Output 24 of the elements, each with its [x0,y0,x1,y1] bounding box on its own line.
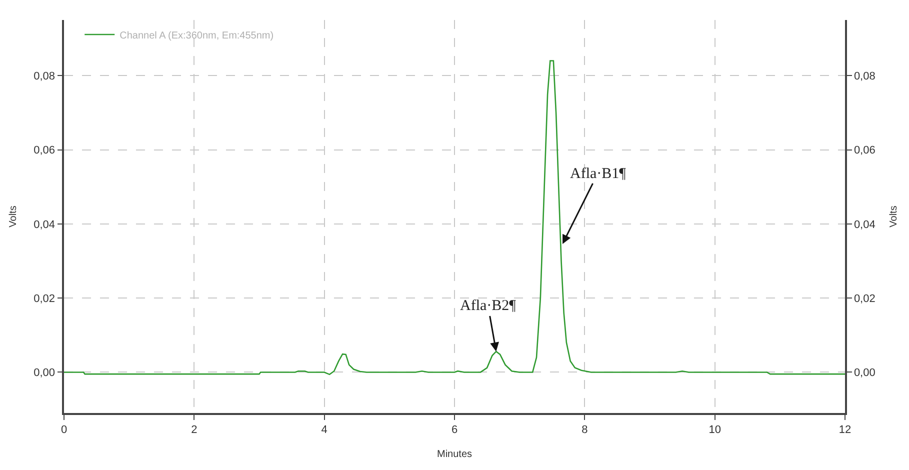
y-tick-label: 0,04 [34,218,56,231]
y-axis-title: Volts [8,206,20,228]
x-tick-label: 4 [321,424,328,436]
x-tick-label: 12 [838,424,852,436]
y2-tick-label: 0,06 [854,144,876,157]
line-series [64,60,845,376]
y-tick-label: 0,02 [34,292,56,305]
x-tick-label: 2 [191,424,198,436]
y2-tick-label: 0,08 [854,70,876,82]
y2-tick-label: 0,00 [854,367,876,380]
annotation: Afla·B1¶ [570,166,626,182]
x-tick-label: 10 [708,424,721,436]
x-axis-title: Minutes [436,448,472,460]
y-tick-label: 0,00 [34,367,56,380]
y2-tick-label: 0,02 [854,292,876,305]
y-tick-label: 0,06 [34,144,56,157]
x-tick-label: 8 [582,424,588,436]
y2-tick-label: 0,04 [854,218,876,231]
y2-axis-title: Volts [888,206,900,228]
annotation: Afla·B2¶ [460,298,516,314]
x-tick-label: 6 [451,424,458,436]
y-tick-label: 0,08 [34,70,56,82]
legend-label: Channel A (Ex:360nm, Em:455nm) [120,30,274,42]
x-tick-label: 0 [60,424,68,436]
